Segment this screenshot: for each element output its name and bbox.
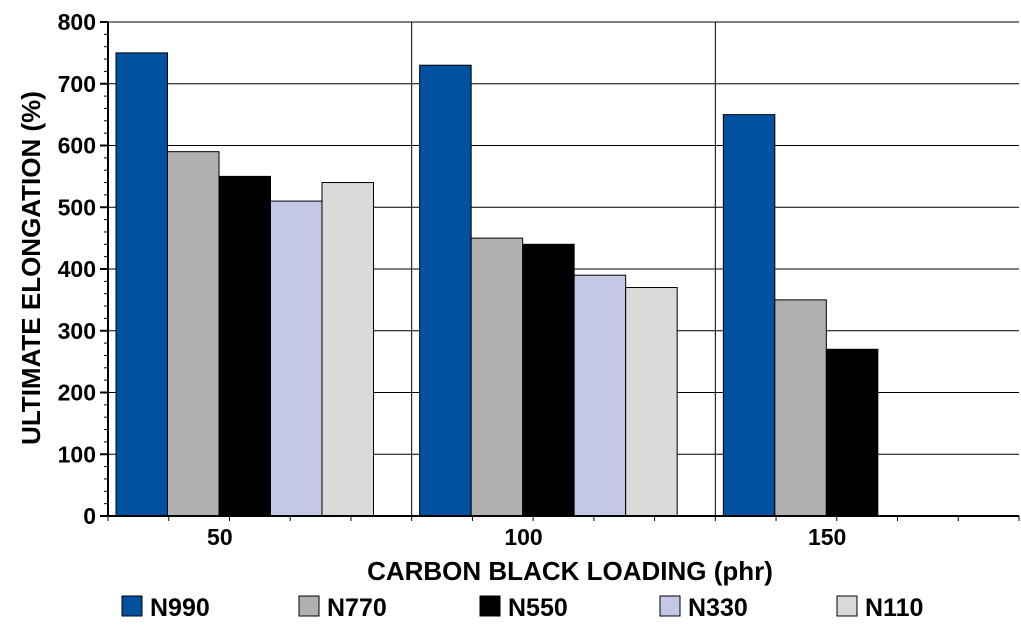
legend-label-N550: N550 (508, 594, 568, 622)
y-tick-label-600: 600 (58, 133, 96, 159)
bar-N990-50 (115, 52, 168, 517)
legend-swatch-N550 (479, 595, 501, 617)
y-tick-labels: 0 100 200 300 400 500 600 700 800 (58, 9, 96, 529)
bar-N550-100 (522, 243, 575, 517)
y-tick-label-300: 300 (58, 318, 96, 344)
y-axis-title: ULTIMATE ELONGATION (%) (16, 91, 46, 445)
legend: N990 N770 N550 N330 N110 (121, 594, 923, 622)
y-tick-label-700: 700 (58, 71, 96, 97)
y-tick-label-0: 0 (83, 503, 96, 529)
y-tick-label-400: 400 (58, 256, 96, 282)
bar-N330-50 (270, 200, 323, 517)
bar-N550-150 (825, 348, 879, 517)
y-tick-label-100: 100 (58, 441, 96, 467)
legend-label-N770: N770 (327, 594, 387, 622)
bar-N550-50 (218, 175, 271, 517)
legend-item-N330: N330 (659, 594, 748, 622)
y-tick-label-500: 500 (58, 194, 96, 220)
bar-N770-100 (470, 237, 524, 517)
legend-swatch-N330 (659, 595, 681, 617)
legend-swatch-N770 (298, 595, 320, 617)
legend-item-N770: N770 (298, 594, 387, 622)
legend-label-N110: N110 (865, 594, 923, 622)
bar-N770-50 (167, 151, 220, 517)
legend-item-N990: N990 (121, 594, 210, 622)
bar-N990-150 (722, 114, 776, 517)
legend-item-N550: N550 (479, 594, 568, 622)
bar-N990-100 (419, 64, 472, 517)
x-tick-label-100: 100 (504, 524, 542, 550)
x-axis-title: CARBON BLACK LOADING (phr) (367, 556, 773, 586)
bars (115, 52, 879, 517)
y-tick-label-200: 200 (58, 380, 96, 406)
legend-label-N330: N330 (688, 594, 748, 622)
bar-N330-100 (573, 274, 627, 517)
legend-item-N110: N110 (836, 594, 923, 622)
bar-N770-150 (774, 299, 827, 517)
axes (100, 21, 1020, 521)
x-tick-label-50: 50 (207, 524, 233, 550)
x-tick-label-150: 150 (808, 524, 846, 550)
x-tick-labels: 50 100 150 (207, 524, 846, 550)
bar-N110-100 (625, 287, 678, 517)
y-tick-label-800: 800 (58, 9, 96, 35)
legend-label-N990: N990 (150, 594, 210, 622)
legend-swatch-N110 (836, 595, 858, 617)
legend-swatch-N990 (121, 595, 143, 617)
bar-N110-50 (321, 182, 374, 517)
